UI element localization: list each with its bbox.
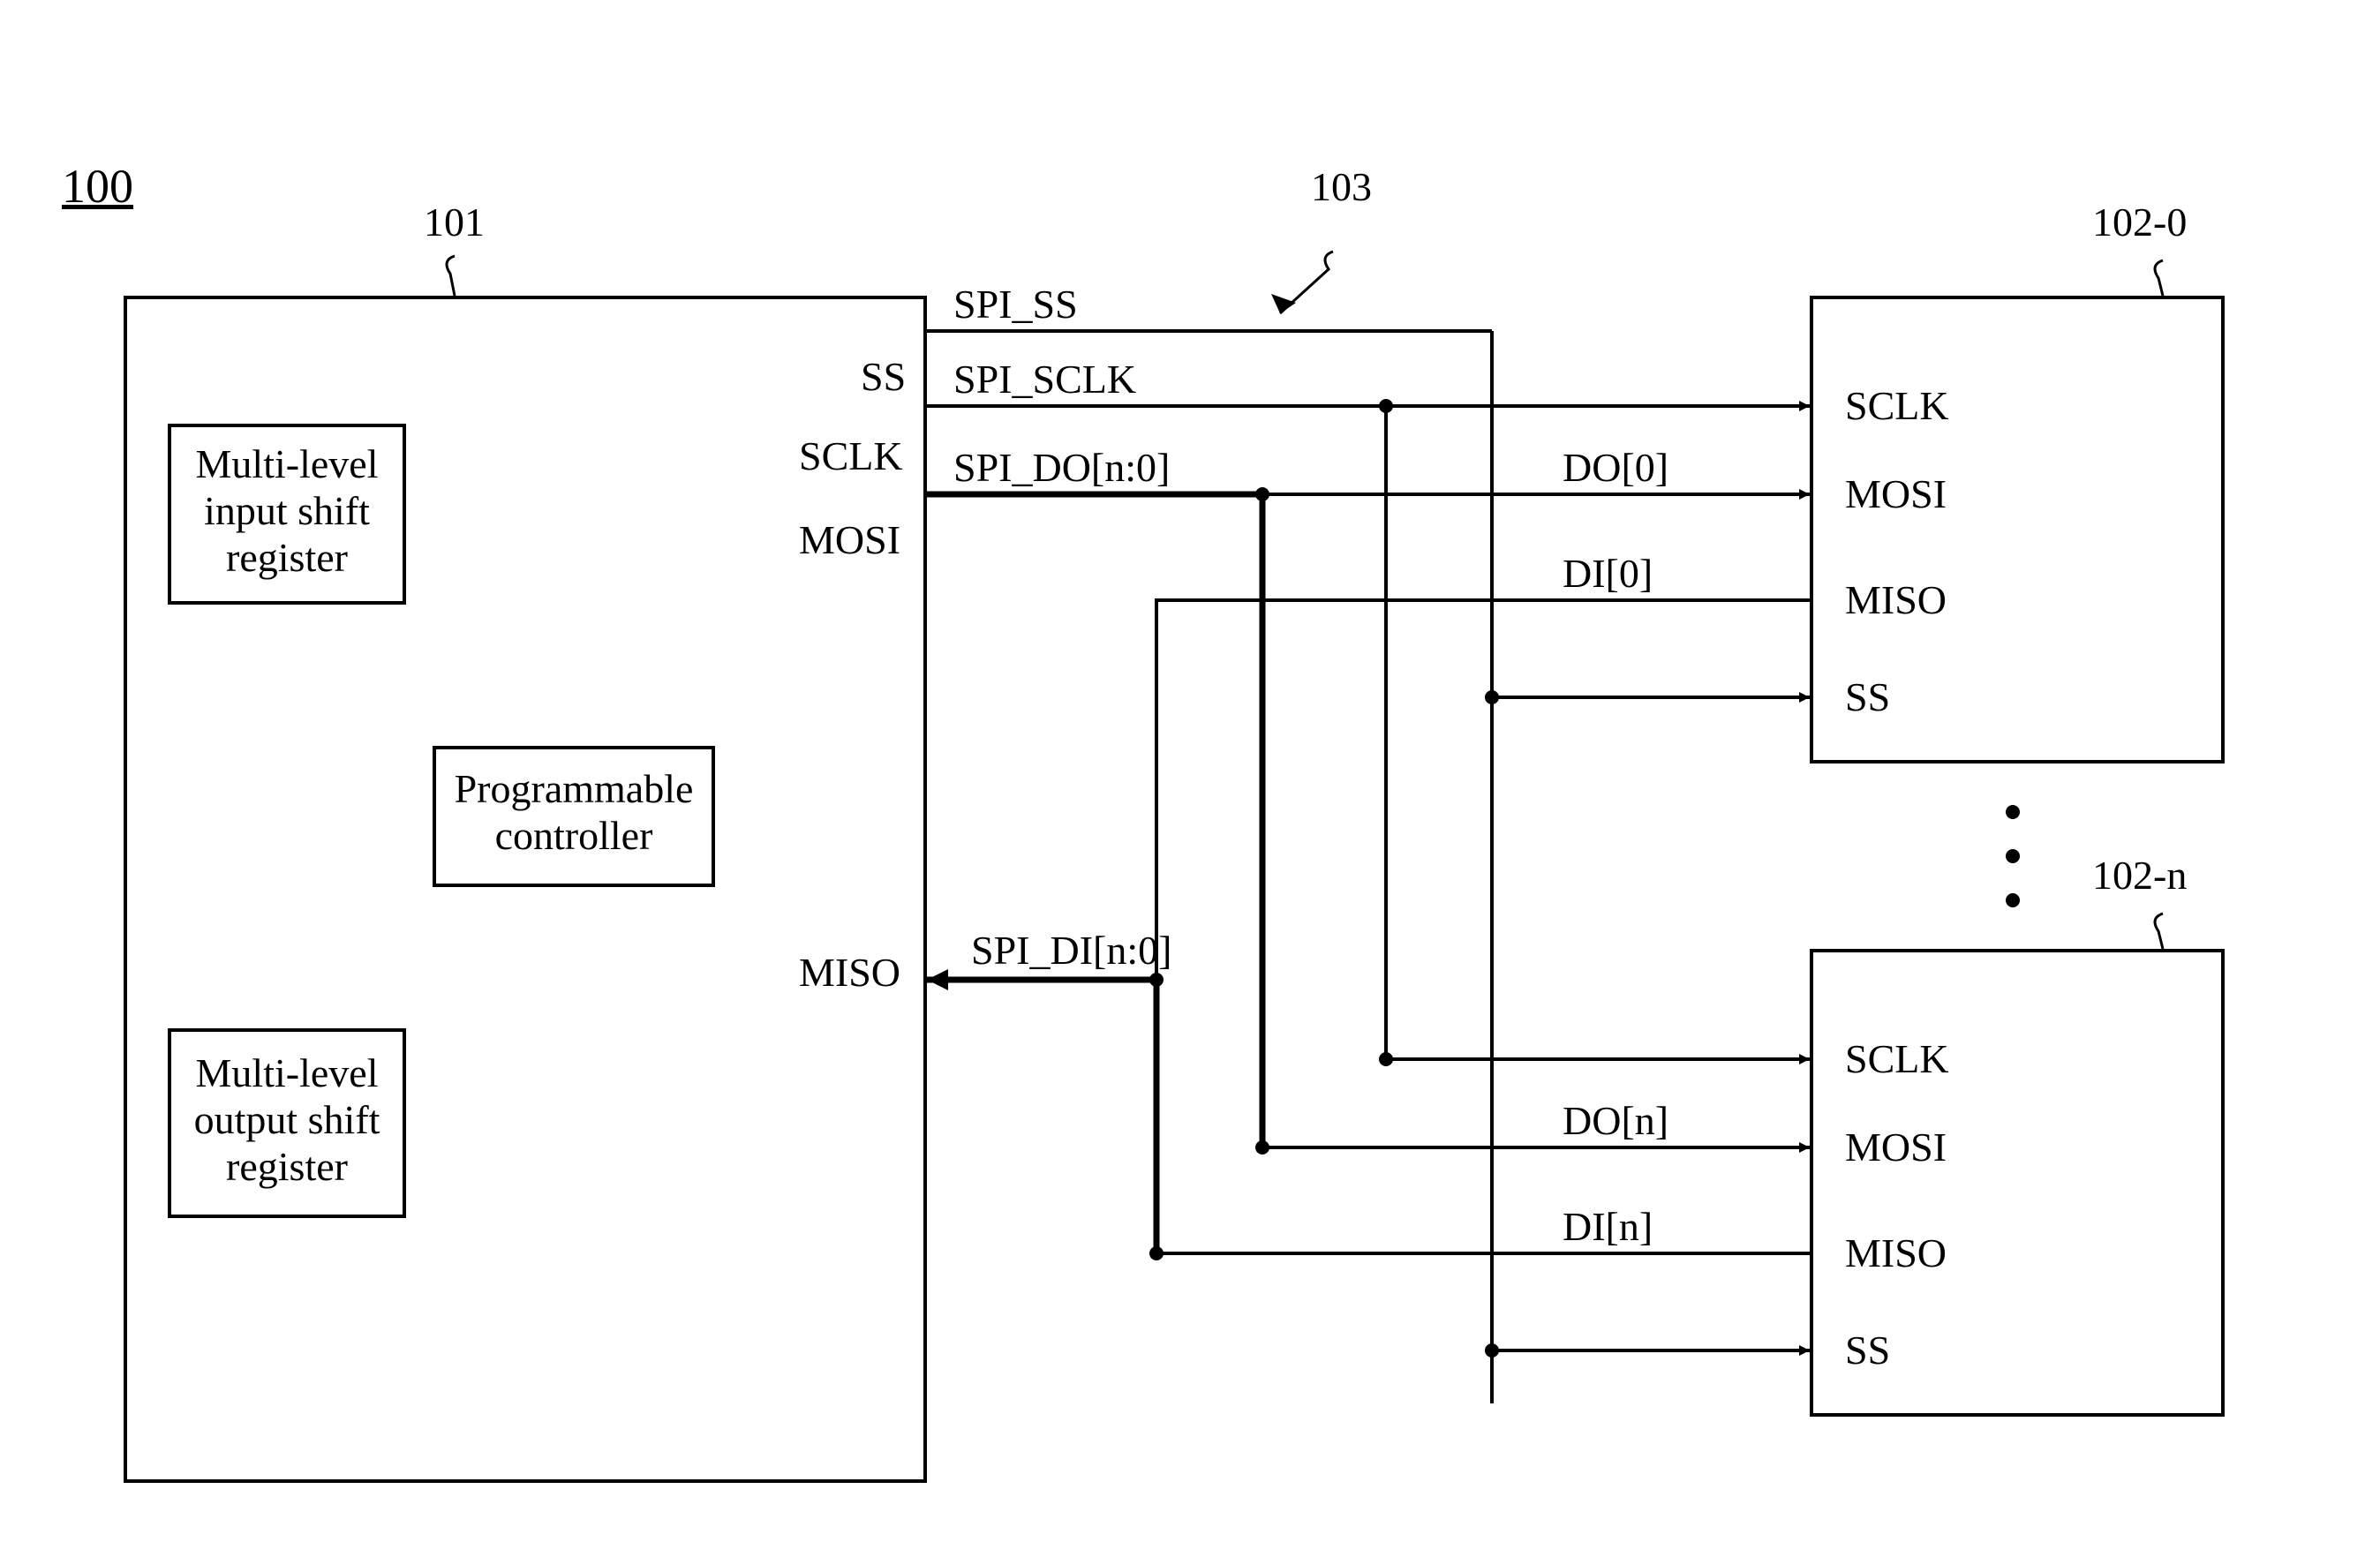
master-port-mosi: MOSI bbox=[799, 516, 900, 563]
block-105-line1: Multi-level bbox=[171, 440, 403, 487]
sig-spi-sclk: SPI_SCLK bbox=[953, 356, 1136, 402]
block-106-line1: Multi-level bbox=[171, 1049, 403, 1096]
master-port-sclk: SCLK bbox=[799, 432, 903, 479]
lbl-don: DO[n] bbox=[1563, 1097, 1668, 1144]
slaven-mosi: MOSI bbox=[1845, 1124, 1947, 1170]
block-105-line2: input shift bbox=[171, 487, 403, 534]
ref-102-0: 102-0 bbox=[2092, 199, 2187, 245]
slaven-miso: MISO bbox=[1845, 1230, 1947, 1276]
sig-spi-do: SPI_DO[n:0] bbox=[953, 444, 1170, 491]
block-controller: Programmable controller bbox=[433, 746, 715, 887]
block-input-shift-register: Multi-level input shift register bbox=[168, 424, 406, 605]
block-output-shift-register: Multi-level output shift register bbox=[168, 1028, 406, 1218]
sig-spi-ss: SPI_SS bbox=[953, 281, 1078, 327]
sig-spi-di: SPI_DI[n:0] bbox=[971, 927, 1171, 974]
slave0-ss: SS bbox=[1845, 673, 1890, 720]
slaven-ss: SS bbox=[1845, 1327, 1890, 1373]
slave0-sclk: SCLK bbox=[1845, 382, 1949, 429]
lbl-do0: DO[0] bbox=[1563, 444, 1668, 491]
master-port-miso: MISO bbox=[799, 949, 900, 996]
lbl-din: DI[n] bbox=[1563, 1203, 1653, 1250]
slaven-sclk: SCLK bbox=[1845, 1035, 1949, 1082]
system-ref: 100 bbox=[62, 159, 133, 214]
block-104-line1: Programmable bbox=[436, 765, 712, 812]
master-port-ss: SS bbox=[861, 353, 906, 400]
lbl-di0: DI[0] bbox=[1563, 550, 1653, 597]
block-106-line3: register bbox=[171, 1143, 403, 1190]
ref-103: 103 bbox=[1311, 163, 1372, 210]
block-104-line2: controller bbox=[436, 812, 712, 859]
ref-101: 101 bbox=[424, 199, 485, 245]
ref-102-n: 102-n bbox=[2092, 852, 2187, 899]
slave0-mosi: MOSI bbox=[1845, 470, 1947, 517]
slave0-miso: MISO bbox=[1845, 576, 1947, 623]
block-106-line2: output shift bbox=[171, 1096, 403, 1143]
block-105-line3: register bbox=[171, 534, 403, 581]
